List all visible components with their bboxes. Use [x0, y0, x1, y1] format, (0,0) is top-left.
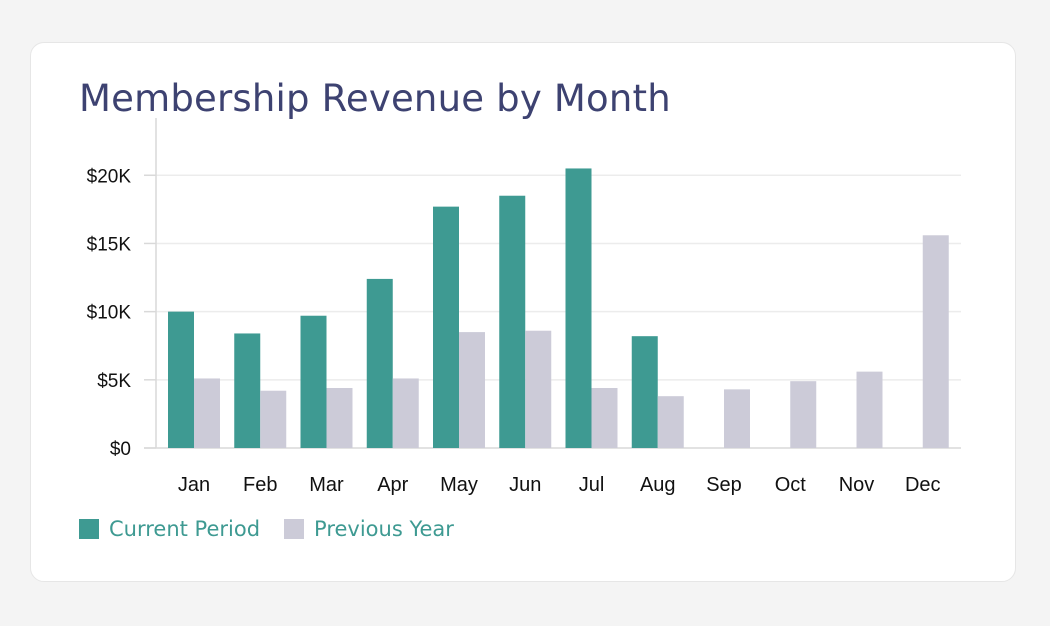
x-tick-label: Aug	[640, 474, 676, 496]
y-tick-label: $20K	[87, 166, 132, 187]
chart-card: Membership Revenue by Month $0 $5K $10K $15…	[30, 42, 1016, 582]
x-tick-label: Jan	[178, 474, 210, 496]
bar-current-jul[interactable]	[565, 168, 592, 449]
bar-previous-jun[interactable]	[525, 330, 552, 448]
chart-title: Membership Revenue by Month	[79, 77, 671, 120]
bar-previous-jan[interactable]	[194, 378, 220, 448]
x-tick-label: Dec	[905, 474, 941, 496]
legend-label-previous: Previous Year	[314, 517, 454, 541]
bar-chart: $0 $5K $10K $15K $20K Jan Feb Mar Apr May Jun Jul A…	[87, 118, 961, 496]
x-tick-label: Oct	[775, 474, 807, 496]
legend-label-current: Current Period	[109, 517, 261, 541]
bar-previous-nov[interactable]	[856, 371, 883, 448]
x-tick-label: Sep	[706, 474, 742, 496]
legend-item-previous[interactable]: Previous Year	[284, 517, 454, 541]
x-tick-label: Jul	[579, 474, 605, 496]
bar-previous-apr[interactable]	[392, 378, 419, 448]
bar-previous-feb[interactable]	[260, 390, 287, 448]
x-tick-label: Feb	[243, 474, 277, 496]
bar-previous-may[interactable]	[459, 332, 485, 448]
bar-previous-jul[interactable]	[591, 388, 618, 448]
bar-current-feb[interactable]	[234, 333, 261, 448]
bar-current-may[interactable]	[433, 206, 459, 448]
bar-current-aug[interactable]	[631, 336, 658, 448]
y-tick-label: $15K	[87, 234, 132, 255]
bar-previous-mar[interactable]	[326, 388, 353, 448]
bar-previous-dec[interactable]	[922, 235, 949, 448]
x-axis-ticks: Jan Feb Mar Apr May Jun Jul Aug Sep Oct Nov Dec	[178, 474, 941, 496]
legend: Current Period Previous Year	[79, 517, 478, 541]
x-tick-label: Mar	[309, 474, 344, 496]
x-tick-label: Apr	[377, 474, 408, 496]
grid-lines	[156, 174, 961, 381]
legend-item-current[interactable]: Current Period	[79, 517, 260, 541]
y-tick-label: $0	[110, 439, 131, 460]
y-axis-ticks: $0 $5K $10K $15K $20K	[87, 166, 132, 460]
legend-swatch-current	[79, 519, 99, 539]
bar-current-apr[interactable]	[366, 278, 393, 448]
bar-current-jan[interactable]	[168, 311, 194, 448]
bar-previous-oct[interactable]	[790, 381, 817, 448]
x-tick-label: May	[440, 474, 478, 496]
x-tick-label: Nov	[839, 474, 875, 496]
y-tick-label: $10K	[87, 303, 132, 324]
bar-previous-aug[interactable]	[657, 396, 684, 448]
bar-previous-sep[interactable]	[724, 389, 750, 448]
bar-current-jun[interactable]	[499, 195, 526, 448]
y-tick-label: $5K	[97, 371, 131, 392]
bar-current-mar[interactable]	[300, 315, 327, 448]
legend-swatch-previous	[284, 519, 305, 539]
bars	[168, 168, 949, 449]
x-tick-label: Jun	[509, 474, 541, 496]
